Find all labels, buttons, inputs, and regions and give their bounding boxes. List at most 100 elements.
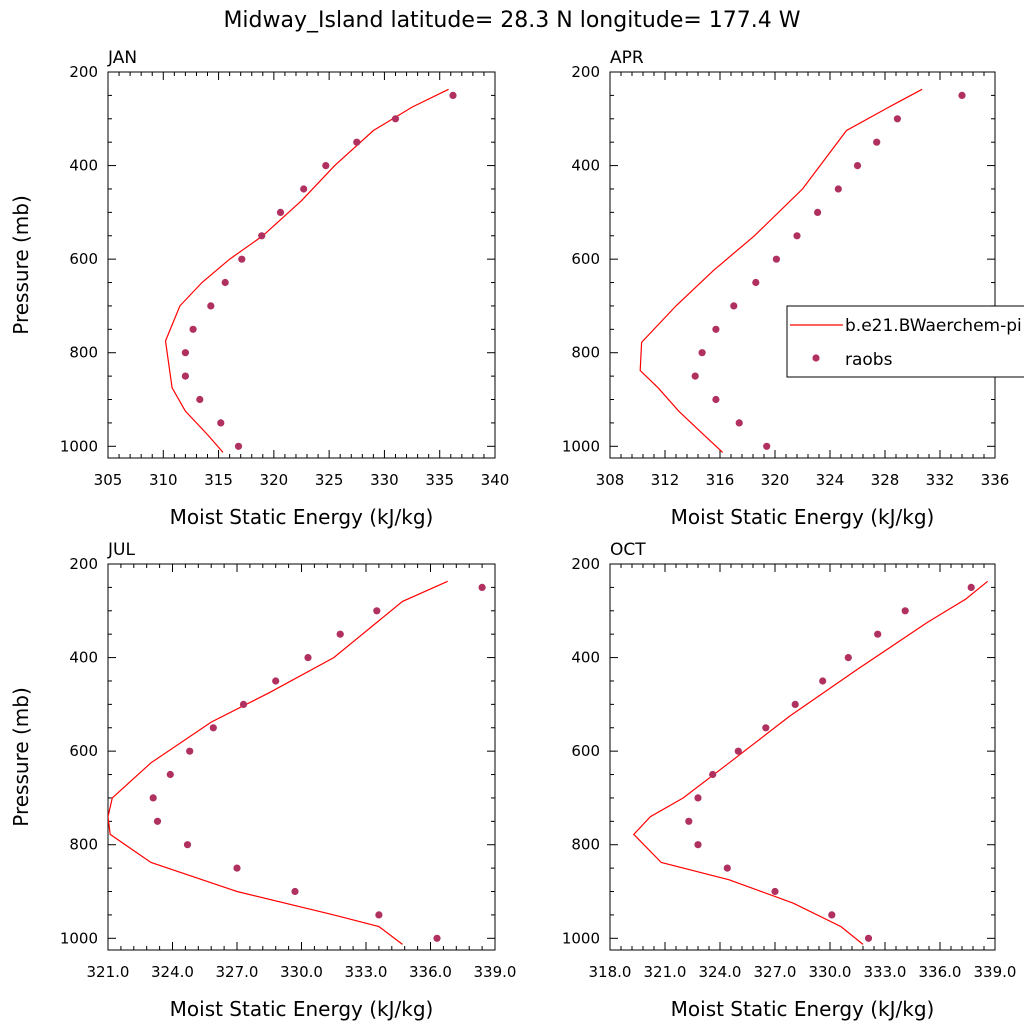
raobs-point (712, 395, 720, 404)
raobs-point (433, 934, 441, 942)
y-tick-label: 200 (69, 555, 98, 573)
plot-area (632, 580, 989, 945)
raobs-point (239, 700, 248, 709)
x-tick-label: 316 (706, 471, 735, 489)
raobs-point (238, 255, 246, 263)
raobs-point (771, 887, 779, 896)
raobs-point (712, 325, 720, 333)
y-tick-label: 200 (69, 63, 98, 81)
x-tick-label: 339.0 (974, 963, 1017, 981)
raobs-point (353, 138, 361, 146)
x-tick-label: 336.0 (919, 963, 962, 981)
panel-label: JUL (107, 540, 135, 560)
raobs-point (207, 302, 215, 310)
raobs-point (694, 841, 702, 849)
raobs-point (819, 677, 827, 685)
raobs-point (272, 677, 280, 685)
raobs-point (183, 841, 192, 849)
x-tick-label: 333.0 (345, 963, 388, 981)
x-axis-label: Moist Static Energy (kJ/kg) (671, 505, 935, 529)
raobs-point (234, 442, 243, 450)
x-axis-label: Moist Static Energy (kJ/kg) (170, 505, 434, 529)
y-axis-label: Pressure (mb) (9, 687, 33, 827)
model-line (164, 88, 449, 453)
raobs-point (300, 185, 308, 193)
y-tick-label: 1000 (562, 437, 600, 455)
raobs-point (752, 278, 760, 287)
raobs-point (291, 887, 299, 896)
raobs-point (478, 583, 486, 592)
plot-frame (609, 563, 996, 951)
y-tick-label: 1000 (60, 437, 98, 455)
raobs-point (181, 372, 189, 380)
raobs-point (873, 138, 881, 146)
x-tick-label: 340 (481, 471, 510, 489)
raobs-point (772, 255, 781, 263)
panel-label: JAN (107, 48, 137, 68)
plot-frame (107, 71, 496, 459)
x-tick-label: 327.0 (216, 963, 259, 981)
raobs-point (814, 208, 822, 216)
raobs-point (153, 817, 162, 825)
raobs-point (763, 442, 771, 450)
y-tick-label: 800 (571, 344, 600, 362)
x-tick-label: 310 (149, 471, 178, 489)
x-tick-label: 330 (370, 471, 399, 489)
x-tick-label: 305 (94, 471, 123, 489)
x-axis-label: Moist Static Energy (kJ/kg) (170, 997, 434, 1021)
raobs-point (449, 91, 457, 99)
raobs-point (730, 302, 738, 310)
y-tick-label: 600 (69, 250, 98, 268)
raobs-point (735, 419, 743, 427)
raobs-point (874, 630, 882, 638)
x-tick-label: 330.0 (280, 963, 323, 981)
panel-oct: OCT 318.0 321.0 324.0 327.0 330.0 333.0 336.0 33… (562, 540, 1017, 1021)
y-tick-label: 800 (69, 836, 98, 854)
raobs-point (685, 817, 693, 825)
legend-marker-swatch (812, 354, 820, 362)
x-axis-label: Moist Static Energy (kJ/kg) (671, 997, 935, 1021)
raobs-point (186, 747, 194, 755)
panels: JAN 305 310 315 320 325 330 335 340 200 400 600 800 1… (9, 48, 1016, 1021)
raobs-point (723, 864, 731, 872)
panel-apr: APR 308 312 316 320 324 328 332 336 200 400 600 800 1… (562, 48, 1010, 529)
raobs-point (149, 794, 157, 802)
y-tick-label: 600 (69, 742, 98, 760)
y-tick-label: 400 (69, 649, 98, 667)
y-tick-label: 600 (571, 742, 600, 760)
y-tick-label: 200 (571, 555, 600, 573)
raobs-point (375, 911, 383, 919)
panel-jan: JAN 305 310 315 320 325 330 335 340 200 400 600 800 1… (9, 48, 509, 529)
x-tick-label: 332 (926, 471, 955, 489)
panel-label: APR (610, 48, 644, 68)
raobs-point (967, 583, 975, 592)
raobs-point (322, 162, 330, 170)
x-tick-label: 336 (981, 471, 1010, 489)
x-tick-label: 321.0 (87, 963, 130, 981)
raobs-point (793, 232, 801, 240)
legend-label-model: b.e21.BWaerchem-pi (845, 316, 1022, 336)
raobs-point (828, 911, 836, 919)
y-tick-label: 800 (571, 836, 600, 854)
raobs-point (221, 278, 229, 287)
plot-area (108, 580, 486, 945)
legend-label-raobs: raobs (845, 350, 893, 370)
raobs-point (336, 630, 344, 638)
y-tick-label: 200 (571, 63, 600, 81)
page-title: Midway_Island latitude= 28.3 N longitude… (223, 8, 800, 33)
raobs-point (276, 208, 285, 216)
raobs-point (181, 349, 189, 357)
x-tick-label: 330.0 (809, 963, 852, 981)
y-tick-label: 1000 (60, 929, 98, 947)
raobs-point (304, 654, 312, 662)
x-tick-label: 320 (260, 471, 289, 489)
plot-frame (107, 563, 496, 951)
raobs-point (864, 934, 873, 942)
x-tick-label: 308 (596, 471, 625, 489)
x-tick-label: 327.0 (754, 963, 797, 981)
x-tick-label: 328 (871, 471, 900, 489)
raobs-point (734, 747, 742, 755)
raobs-point (958, 91, 966, 99)
raobs-point (196, 395, 204, 404)
